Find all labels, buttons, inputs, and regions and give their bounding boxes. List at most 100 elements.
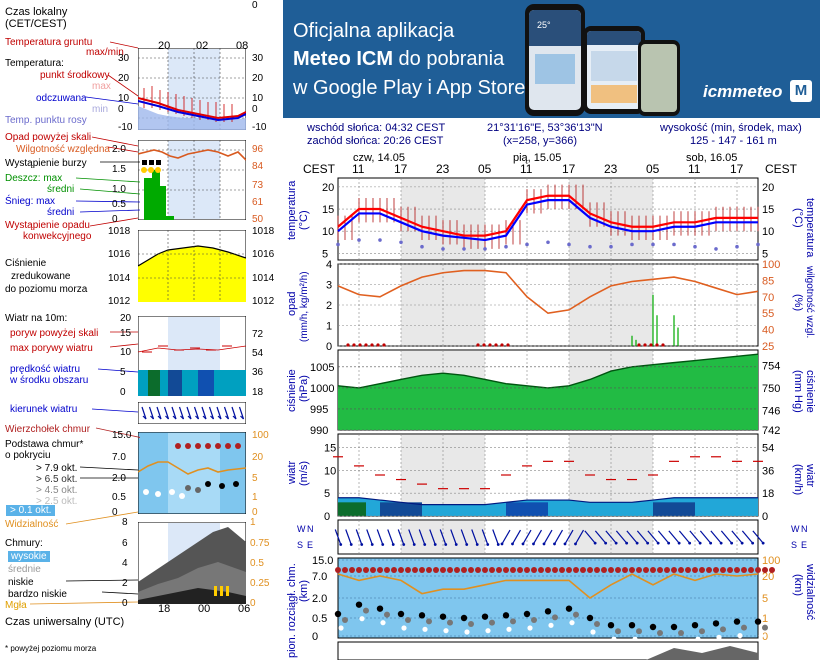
- cloud-base-dot: [544, 608, 552, 615]
- cloud-base-dot-low: [632, 636, 638, 642]
- legend-cloud-tick-l-1: 7.0: [112, 452, 126, 463]
- dew-point-dot: [756, 242, 760, 247]
- legend-pres-tick-r-1: 1016: [252, 249, 275, 260]
- cloud-base-dot: [481, 613, 489, 620]
- cloud-tick-left: 7.0: [312, 571, 327, 583]
- legend-wind-arrow: [171, 406, 177, 420]
- legend-bottom-tick-1: 18: [158, 603, 171, 615]
- wind-dir-arrow: [731, 530, 743, 544]
- wind-dir-arrow: [689, 530, 701, 544]
- legend-wind-avg: prędkość wiatru w środku obszaru: [10, 364, 89, 386]
- dew-point-dot: [651, 242, 655, 247]
- day-label: pią, 15.05: [513, 152, 561, 164]
- wind-line: [338, 497, 758, 506]
- cloud-base-dot-mid: [573, 611, 579, 618]
- wind-dir-arrow: [678, 530, 691, 544]
- legend-wind-tick-l-2: 10: [120, 347, 132, 358]
- cloud-base-dot-mid: [384, 611, 390, 618]
- temp-tick-left: 20: [322, 182, 334, 194]
- cloud-top-dot: [699, 567, 705, 573]
- legend-okt-3: > 4.5 okt.: [36, 485, 78, 496]
- cloud-tick-left: 2.0: [312, 593, 327, 605]
- legend-temp-tick-r-4: -10: [252, 122, 267, 133]
- legend-pressure: Ciśnienie zredukowane do poziomu morza: [5, 258, 88, 295]
- cloud-base-dot-low: [527, 625, 533, 631]
- wind-dir-arrow-head: [563, 542, 567, 546]
- legend-midpoint: punkt środkowy: [40, 70, 110, 81]
- cloud-top-dot: [650, 567, 656, 573]
- wind-dir-arrow-head: [521, 542, 525, 546]
- legend-cloud-base: Podstawa chmur* o pokryciu: [5, 439, 84, 461]
- precip-dot: [476, 343, 480, 347]
- wind-dir-arrow-head: [614, 541, 618, 545]
- legend-top-tick-3: 08: [236, 40, 249, 52]
- phone-mockup: 25°: [525, 4, 585, 116]
- legend-top-tick-1: 20: [158, 40, 171, 52]
- hour-label: 23: [436, 162, 450, 176]
- legend-temperature: Temperatura:: [5, 58, 64, 69]
- cloud-top-dot: [713, 567, 719, 573]
- cloud-base-dot-low: [569, 620, 575, 626]
- dew-point-dot: [462, 247, 466, 251]
- cloud-top-dot: [727, 567, 733, 573]
- cover-area: [646, 646, 758, 660]
- dew-point-dot: [630, 242, 634, 247]
- legend-wind-chart: [138, 316, 246, 396]
- cloud-base-dot-mid: [762, 624, 768, 631]
- compass-n-right: N: [801, 524, 808, 534]
- legend-rain-mid: średni: [47, 184, 75, 195]
- legend-wind-arrow: [193, 406, 200, 420]
- cloud-top-dot: [454, 567, 460, 573]
- wind-dir-arrow-head: [646, 541, 650, 545]
- cloud-top-dot: [580, 567, 586, 573]
- legend-wind-tick-l-0: 20: [120, 313, 132, 324]
- wind-dir-arrow: [626, 530, 638, 544]
- pressure-area: [338, 354, 758, 430]
- temp-unit-left: (°C): [298, 210, 310, 230]
- hour-label: 17: [562, 162, 576, 176]
- temp-tick-left: 10: [322, 226, 334, 238]
- legend-cloud-tick-r-2: 5: [252, 473, 258, 484]
- wind-dir-arrow-head: [500, 542, 504, 546]
- dew-point-dot: [483, 247, 487, 251]
- wind-dir-arrow-head: [423, 543, 427, 546]
- cloud-base-dot: [376, 605, 384, 612]
- legend-hum-tick-l-3: 0.5: [112, 199, 126, 210]
- wind-speed-band: [380, 502, 422, 516]
- cloud-top-dot: [531, 567, 537, 573]
- elevation-values: 125 - 147 - 161 m: [690, 135, 777, 147]
- day-label: czw, 14.05: [353, 152, 405, 164]
- legend-temp-tick-l-4: -10: [118, 122, 133, 133]
- legend-wind-arrow-head: [187, 415, 192, 420]
- cloud-base-dot-mid: [594, 621, 600, 627]
- wind-dir-arrow: [752, 530, 764, 544]
- wind-dir-arrow: [522, 529, 532, 545]
- legend-gust-above: poryw powyżej skali: [10, 328, 99, 339]
- legend-cloud-top: Wierzchołek chmur: [5, 424, 91, 435]
- coords-text: 21°31'16"E, 53°36'13"N: [487, 122, 603, 134]
- dew-point-dot: [525, 242, 529, 247]
- legend-sky-tick-l-0: 8: [122, 517, 128, 528]
- temp-tick-right: 20: [762, 182, 774, 194]
- dew-point-dot: [504, 244, 508, 249]
- banner-line-3: w Google Play i App Store: [293, 77, 526, 99]
- wind-dir-arrow: [511, 529, 522, 545]
- legend-pres-tick-l-2: 1014: [108, 273, 131, 284]
- cloud-top-dot: [412, 567, 418, 573]
- legend-sky-tick-l-3: 2: [122, 578, 128, 589]
- grid-text: (x=258, y=366): [503, 135, 577, 147]
- cloud-top-dot: [601, 567, 607, 573]
- legend-snow-mid: średni: [47, 207, 75, 218]
- legend-fog: Mgła: [5, 600, 27, 611]
- legend-dew-point: Temp. punktu rosy: [5, 115, 87, 126]
- cloud-base-dot-low: [443, 628, 449, 634]
- temp-tick-right: 15: [762, 204, 774, 216]
- legend-leader-lines: [29, 41, 140, 620]
- cloud-top-dot: [468, 567, 474, 573]
- legend-cloud-high: wysokie: [8, 551, 50, 562]
- legend-wind-tick-r-1: 54: [252, 348, 264, 359]
- humidity-tick-right: 100: [762, 259, 780, 271]
- precip-dot: [482, 343, 486, 347]
- precip-tick-left: 2: [326, 300, 332, 312]
- app-banner[interactable]: Oficjalna aplikacja Meteo ICM do pobrani…: [283, 0, 820, 118]
